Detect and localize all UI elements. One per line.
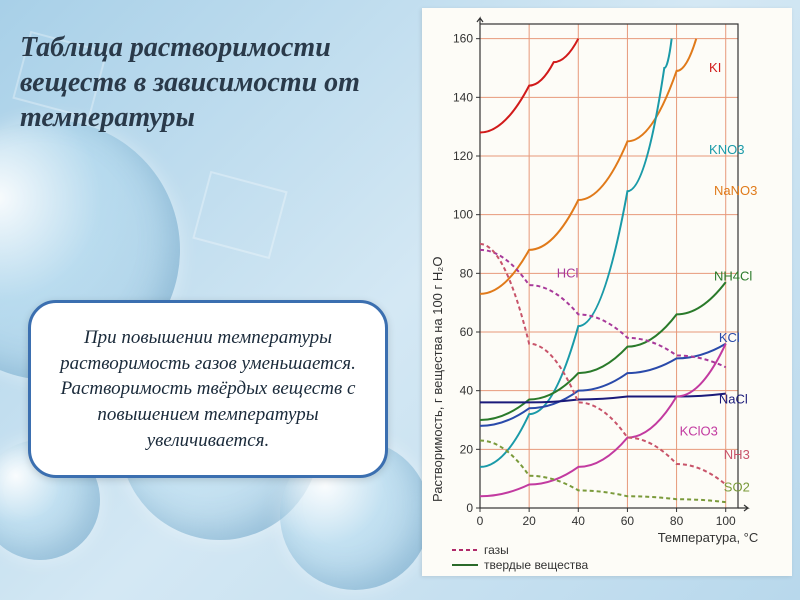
svg-text:NH4Cl: NH4Cl: [714, 268, 752, 283]
svg-text:60: 60: [621, 514, 635, 528]
svg-text:NaCl: NaCl: [719, 391, 748, 406]
svg-text:KCl: KCl: [719, 330, 740, 345]
svg-text:твердые вещества: твердые вещества: [484, 558, 589, 572]
svg-text:KNO3: KNO3: [709, 142, 744, 157]
svg-text:Температура, °C: Температура, °C: [658, 530, 759, 545]
svg-text:80: 80: [460, 266, 474, 280]
svg-text:120: 120: [453, 149, 473, 163]
svg-text:80: 80: [670, 514, 684, 528]
svg-text:Растворимость, г вещества на 1: Растворимость, г вещества на 100 г H₂O: [430, 257, 445, 502]
bg-hexagon: [192, 171, 287, 259]
svg-text:60: 60: [460, 325, 474, 339]
svg-text:100: 100: [716, 514, 736, 528]
svg-text:160: 160: [453, 32, 473, 46]
svg-text:KClO3: KClO3: [680, 424, 718, 439]
svg-text:KI: KI: [709, 60, 721, 75]
svg-text:140: 140: [453, 90, 473, 104]
svg-text:0: 0: [466, 501, 473, 515]
page-title: Таблица растворимости веществ в зависимо…: [20, 30, 440, 135]
svg-text:0: 0: [477, 514, 484, 528]
svg-text:100: 100: [453, 208, 473, 222]
chart-svg: 0 20 40 60 80 100 0 20 40 60 80 100 120 140 160 Темпера…: [424, 14, 788, 572]
svg-text:40: 40: [572, 514, 586, 528]
svg-text:SO2: SO2: [724, 479, 750, 494]
svg-text:NH3: NH3: [724, 447, 750, 462]
svg-text:20: 20: [522, 514, 536, 528]
svg-text:газы: газы: [484, 543, 509, 557]
svg-text:20: 20: [460, 442, 474, 456]
svg-text:NaNO3: NaNO3: [714, 183, 757, 198]
svg-text:HCl: HCl: [557, 265, 579, 280]
svg-text:40: 40: [460, 384, 474, 398]
callout-box: При повышении температуры растворимость …: [28, 300, 388, 478]
solubility-chart: 0 20 40 60 80 100 0 20 40 60 80 100 120 140 160 Темпера…: [422, 8, 792, 576]
